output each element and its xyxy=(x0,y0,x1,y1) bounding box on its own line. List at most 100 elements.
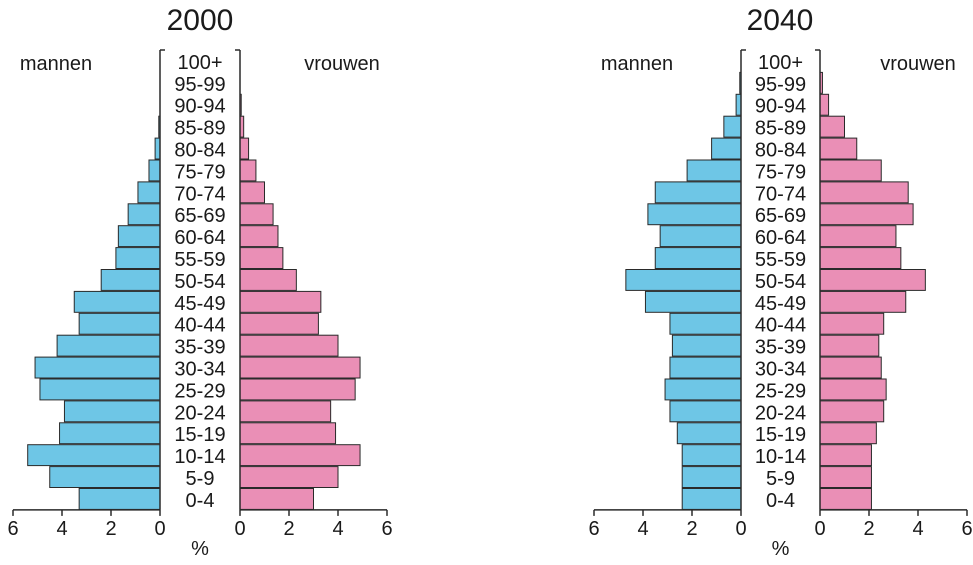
age-label: 65-69 xyxy=(174,205,225,227)
label-women: vrouwen xyxy=(304,53,380,75)
bar-men-0-4 xyxy=(78,488,161,510)
bar-men-0-4 xyxy=(681,488,742,510)
bar-men-85-89 xyxy=(723,115,742,138)
bar-women-40-44 xyxy=(819,312,885,335)
tick-label-women: 6 xyxy=(381,518,392,540)
bar-men-65-69 xyxy=(647,203,742,226)
bar-women-40-44 xyxy=(239,312,319,335)
age-label: 35-39 xyxy=(174,337,225,359)
bar-women-55-59 xyxy=(239,247,284,270)
age-label: 35-39 xyxy=(755,337,806,359)
bar-women-10-14 xyxy=(239,444,361,467)
bar-men-35-39 xyxy=(671,334,742,357)
age-label: 50-54 xyxy=(174,271,225,293)
tick-label-women: 4 xyxy=(912,518,923,540)
age-label: 100+ xyxy=(758,52,803,74)
age-label: 60-64 xyxy=(755,227,806,249)
bar-men-75-79 xyxy=(686,159,742,182)
x-axis-unit-label: % xyxy=(772,538,790,560)
bar-men-40-44 xyxy=(669,312,742,335)
bar-women-0-4 xyxy=(819,488,872,510)
age-label: 0-4 xyxy=(766,490,795,512)
chart-title: 2040 xyxy=(747,4,814,37)
label-men: mannen xyxy=(20,53,92,75)
bar-women-90-94 xyxy=(819,93,830,116)
tick-label-women: 2 xyxy=(283,518,294,540)
bar-men-80-84 xyxy=(711,137,742,160)
tick-label-men: 0 xyxy=(154,518,165,540)
bar-men-15-19 xyxy=(59,422,161,445)
bar-women-75-79 xyxy=(819,159,882,182)
tick-label-men: 4 xyxy=(56,518,67,540)
bar-men-70-74 xyxy=(137,181,161,204)
tick-label-men: 2 xyxy=(686,518,697,540)
age-label: 95-99 xyxy=(755,74,806,96)
age-label: 90-94 xyxy=(174,96,225,118)
age-label: 45-49 xyxy=(174,293,225,315)
bar-women-5-9 xyxy=(239,466,339,489)
age-label: 85-89 xyxy=(174,118,225,140)
age-label: 0-4 xyxy=(186,490,215,512)
bar-women-60-64 xyxy=(819,225,897,248)
bar-men-20-24 xyxy=(669,400,742,423)
age-label: 80-84 xyxy=(755,140,806,162)
age-label: 70-74 xyxy=(755,183,806,205)
age-label: 55-59 xyxy=(755,249,806,271)
bar-men-65-69 xyxy=(127,203,161,226)
age-label: 100+ xyxy=(177,52,222,74)
bar-women-20-24 xyxy=(239,400,332,423)
bar-men-5-9 xyxy=(681,466,742,489)
bar-women-45-49 xyxy=(819,290,907,313)
age-label: 45-49 xyxy=(755,293,806,315)
bar-women-15-19 xyxy=(239,422,337,445)
bar-men-40-44 xyxy=(78,312,161,335)
x-axis-unit-label: % xyxy=(191,538,209,560)
label-men: mannen xyxy=(601,53,673,75)
bar-women-5-9 xyxy=(819,466,872,489)
age-label: 75-79 xyxy=(755,161,806,183)
bar-men-10-14 xyxy=(681,444,742,467)
bar-women-70-74 xyxy=(239,181,265,204)
bar-women-20-24 xyxy=(819,400,885,423)
age-label: 40-44 xyxy=(174,315,225,337)
bar-men-45-49 xyxy=(73,290,161,313)
bar-women-75-79 xyxy=(239,159,257,182)
bar-men-25-29 xyxy=(664,378,742,401)
bar-men-75-79 xyxy=(148,159,161,182)
tick-label-women: 0 xyxy=(814,518,825,540)
age-label: 10-14 xyxy=(755,446,806,468)
bar-men-60-64 xyxy=(117,225,161,248)
age-label: 50-54 xyxy=(755,271,806,293)
age-label: 55-59 xyxy=(174,249,225,271)
bar-women-45-49 xyxy=(239,290,322,313)
bar-women-80-84 xyxy=(239,137,250,160)
age-label: 65-69 xyxy=(755,205,806,227)
bar-women-65-69 xyxy=(239,203,274,226)
chart-title: 2000 xyxy=(167,4,234,37)
age-label: 25-29 xyxy=(755,380,806,402)
bar-women-50-54 xyxy=(239,269,297,291)
age-label: 15-19 xyxy=(174,424,225,446)
bar-women-25-29 xyxy=(819,378,887,401)
bar-women-65-69 xyxy=(819,203,914,226)
tick-label-men: 6 xyxy=(7,518,18,540)
bar-men-30-34 xyxy=(34,356,161,379)
bar-women-70-74 xyxy=(819,181,909,204)
bar-women-80-84 xyxy=(819,137,858,160)
bar-men-60-64 xyxy=(659,225,742,248)
bar-women-50-54 xyxy=(819,269,926,291)
bar-men-20-24 xyxy=(63,400,161,423)
age-label: 40-44 xyxy=(755,315,806,337)
age-label: 20-24 xyxy=(174,402,225,424)
bar-men-30-34 xyxy=(669,356,742,379)
bar-men-35-39 xyxy=(56,334,161,357)
bar-women-10-14 xyxy=(819,444,872,467)
bar-men-50-54 xyxy=(100,269,161,291)
bar-men-10-14 xyxy=(27,444,161,467)
tick-label-men: 2 xyxy=(105,518,116,540)
bar-women-0-4 xyxy=(239,488,314,510)
tick-label-women: 6 xyxy=(961,518,972,540)
age-label: 30-34 xyxy=(174,359,225,381)
bar-women-25-29 xyxy=(239,378,356,401)
